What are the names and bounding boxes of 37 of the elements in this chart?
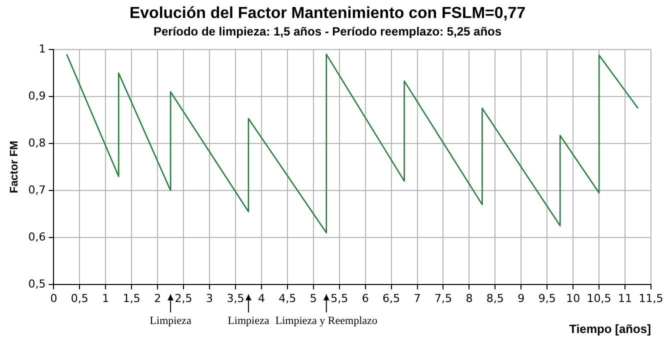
chart-subtitle: Período de limpieza: 1,5 años - Período reemplazo: 5,25 años (153, 24, 502, 39)
x-tick-label: 0 (50, 292, 58, 305)
x-tick-label: 7 (414, 292, 421, 305)
y-tick-label: 0,8 (28, 136, 46, 150)
x-tick-label: 0,5 (70, 292, 88, 305)
x-tick-label: 10 (566, 292, 580, 305)
x-axis-title: Tiempo [años] (569, 322, 651, 336)
y-tick-label: 0,9 (28, 89, 46, 102)
chart-title: Evolución del Factor Mantenimiento con FSLM=0,77 (129, 5, 526, 22)
x-tick-label: 8,5 (486, 292, 504, 305)
x-tick-label: 1,5 (122, 292, 140, 305)
annotation: Limpieza (228, 314, 270, 327)
x-tick-label: 11 (618, 292, 632, 305)
x-tick-label: 1 (102, 292, 110, 305)
y-tick-label: 1 (38, 42, 46, 56)
x-tick-label: 2 (154, 292, 162, 305)
y-tick-label: 0,5 (28, 277, 46, 290)
x-tick-label: 9,5 (538, 292, 556, 305)
x-tick-label: 7,5 (434, 292, 452, 305)
x-tick-label: 11,5 (638, 292, 664, 305)
x-tick-label: 2,5 (174, 292, 192, 305)
y-axis-title: Factor FM (8, 140, 21, 194)
x-tick-label: 3,5 (226, 292, 244, 305)
x-tick-label: 10,5 (586, 292, 612, 305)
y-tick-label: 0,6 (28, 230, 46, 244)
x-tick-label: 5 (310, 292, 317, 305)
annotation: Limpieza (150, 314, 192, 327)
x-tick-label: 6,5 (382, 292, 400, 305)
x-tick-label: 9 (518, 292, 525, 305)
x-tick-label: 6 (362, 292, 369, 305)
annotation: Limpieza y Reemplazo (275, 314, 378, 327)
x-tick-label: 3 (206, 292, 214, 305)
x-tick-label: 8 (466, 292, 473, 305)
x-tick-label: 4,5 (278, 292, 296, 305)
x-tick-label: 5,5 (330, 292, 348, 305)
x-tick-label: 4 (258, 292, 265, 305)
y-tick-label: 0,7 (28, 183, 46, 196)
